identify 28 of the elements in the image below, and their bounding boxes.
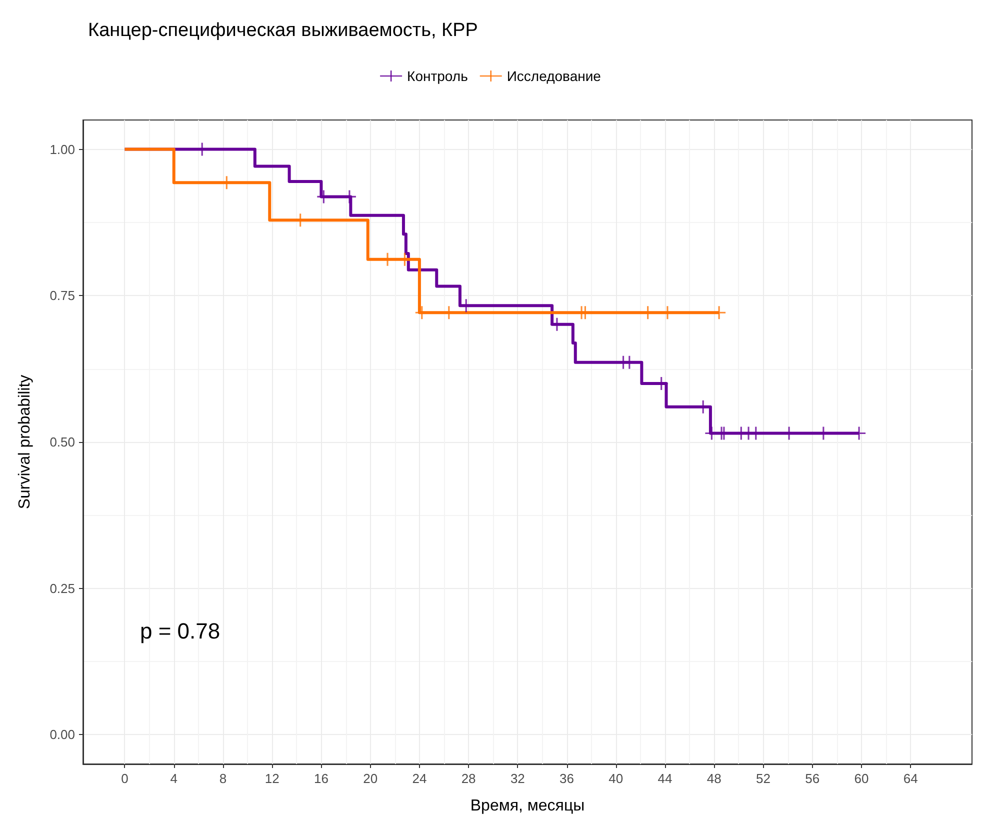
x-tick-label: 28 bbox=[461, 771, 476, 786]
x-tick-label: 20 bbox=[363, 771, 378, 786]
x-tick-label: 44 bbox=[658, 771, 672, 786]
x-tick-label: 60 bbox=[854, 771, 869, 786]
x-tick-label: 52 bbox=[756, 771, 770, 786]
y-tick-label: 0.00 bbox=[50, 727, 75, 742]
annotation: p = 0.78 bbox=[140, 618, 220, 644]
y-tick-label: 1.00 bbox=[50, 142, 75, 157]
x-axis-title: Время, месяцы bbox=[470, 798, 585, 814]
x-tick-label: 16 bbox=[314, 771, 328, 786]
y-tick-label: 0.25 bbox=[50, 580, 75, 596]
y-axis-title: Survival probability bbox=[16, 374, 34, 510]
legend-label: Контроль bbox=[407, 68, 468, 84]
x-tick-label: 12 bbox=[264, 771, 280, 786]
x-tick-label: 36 bbox=[560, 771, 574, 786]
y-tick-label: 0.50 bbox=[50, 434, 75, 450]
x-tick-label: 40 bbox=[608, 771, 624, 786]
x-tick-label: 56 bbox=[805, 771, 820, 786]
legend-label: Исследование bbox=[506, 68, 602, 84]
y-tick-label: 0.75 bbox=[50, 288, 75, 304]
chart-title: Канцер-специфическая выживаемость, КРР bbox=[88, 20, 478, 41]
x-tick-label: 4 bbox=[170, 771, 178, 786]
x-tick-label: 48 bbox=[706, 771, 722, 786]
x-tick-label: 24 bbox=[412, 771, 427, 786]
x-tick-label: 8 bbox=[219, 771, 227, 786]
x-tick-label: 32 bbox=[510, 771, 525, 786]
x-tick-label: 64 bbox=[903, 771, 918, 786]
x-tick-label: 0 bbox=[121, 771, 128, 786]
